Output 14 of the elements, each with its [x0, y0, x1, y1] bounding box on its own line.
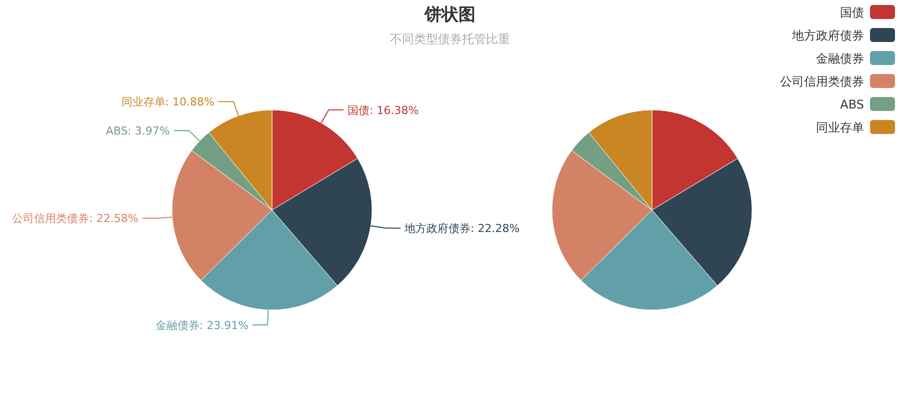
slice-label: 公司信用类债券: 22.58% [12, 212, 138, 226]
legend-label: 同业存单 [816, 120, 864, 134]
slice-label: 金融债券: 23.91% [155, 318, 249, 332]
chart-subtitle: 不同类型债券托管比重 [390, 32, 510, 46]
legend-label: ABS [840, 98, 864, 112]
legend-label: 公司信用类债券 [780, 74, 864, 88]
legend-label: 国债 [840, 6, 864, 20]
legend-label: 地方政府债券 [791, 28, 864, 42]
slice-label: 国债: 16.38% [348, 104, 419, 117]
chart-title: 饼状图 [424, 5, 476, 25]
slice-label: 同业存单: 10.88% [121, 96, 214, 109]
legend-label: 金融债券 [816, 52, 864, 66]
slice-label: 地方政府债券: 22.28% [404, 222, 520, 236]
slice-label: ABS: 3.97% [106, 124, 170, 138]
